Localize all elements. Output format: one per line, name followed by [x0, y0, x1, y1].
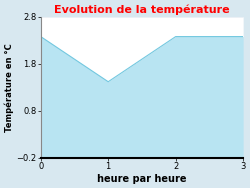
Title: Evolution de la température: Evolution de la température	[54, 4, 230, 15]
X-axis label: heure par heure: heure par heure	[97, 174, 187, 184]
Y-axis label: Température en °C: Température en °C	[4, 43, 14, 132]
